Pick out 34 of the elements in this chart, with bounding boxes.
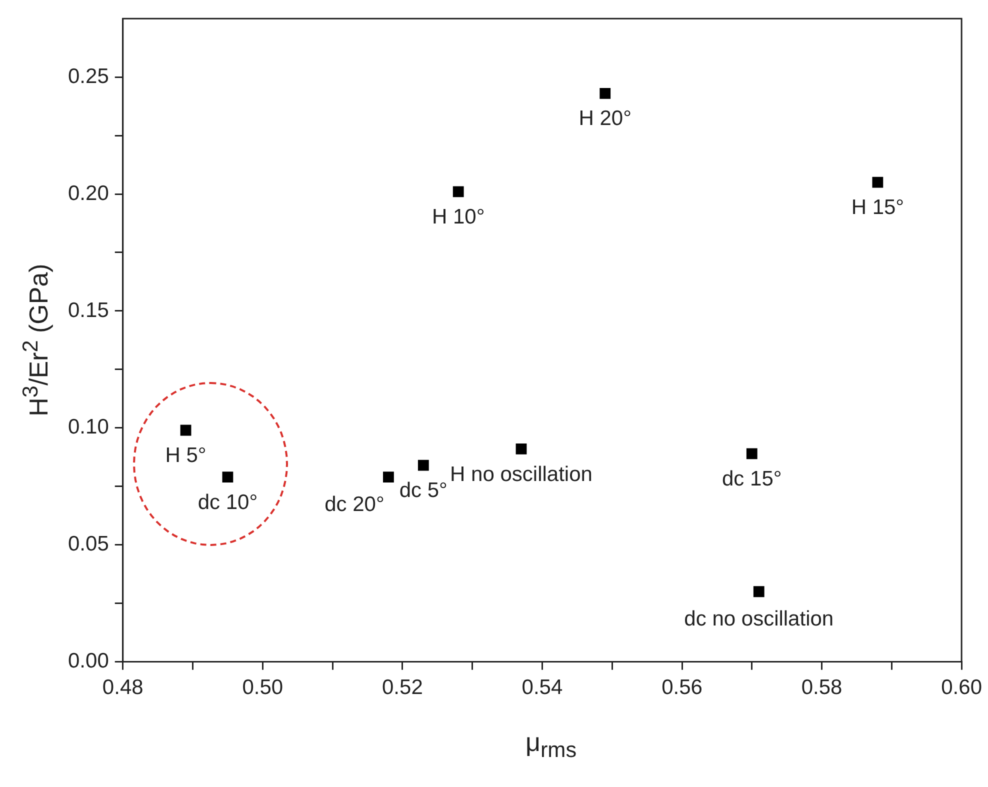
- x-tick-label: 0.52: [382, 676, 423, 700]
- annotation: dc 15°: [722, 467, 782, 490]
- annotation: H 20°: [578, 107, 632, 130]
- x-tick-label: 0.58: [801, 676, 842, 700]
- y-tick-label: 0.20: [68, 182, 109, 205]
- x-tick-label: 0.60: [941, 676, 982, 700]
- y-tick-label: 0.00: [68, 650, 109, 673]
- y-tick-label: 0.10: [68, 416, 109, 439]
- annotation: H 10°: [432, 205, 485, 228]
- point: [452, 186, 464, 198]
- annotation: H 5°: [165, 444, 206, 468]
- x-tick-label: 0.48: [102, 676, 144, 700]
- point: [872, 176, 884, 188]
- point: [383, 472, 394, 482]
- point: [222, 472, 234, 482]
- annotation: dc no oscillation: [684, 607, 834, 630]
- x-tick-label: 0.54: [522, 676, 563, 700]
- point: [418, 460, 429, 471]
- y-tick-label: 0.15: [68, 298, 109, 322]
- x-axis-title: μ$_{rms}$: [525, 726, 577, 764]
- annotation: dc 10°: [198, 490, 258, 514]
- annotation: H 15°: [851, 196, 904, 220]
- point: [746, 448, 758, 460]
- x-tick-label: 0.50: [242, 676, 284, 700]
- annotation: dc 20°: [324, 492, 384, 516]
- y-tick-label: 0.25: [68, 64, 109, 88]
- annotation: H no oscillation: [450, 462, 592, 486]
- point: [516, 444, 527, 454]
- point: [600, 88, 611, 99]
- x-tick-label: 0.56: [662, 676, 702, 700]
- point: [753, 586, 764, 598]
- y-tick-label: 0.05: [68, 532, 109, 556]
- point: [180, 424, 192, 436]
- annotation: dc 5°: [399, 479, 448, 502]
